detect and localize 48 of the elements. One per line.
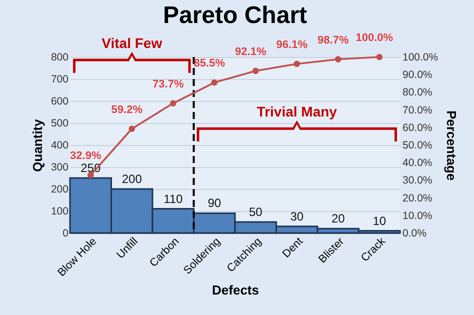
y2-tick-label: 60.0%: [402, 122, 432, 134]
annotation: Trivial Many: [256, 103, 338, 120]
data-label: 110: [164, 192, 184, 206]
point: [128, 126, 136, 132]
y2-tick-label: 80.0%: [402, 86, 432, 99]
x-axis-title: Defects: [212, 282, 259, 298]
y-tick-label: 500: [50, 118, 69, 130]
y-tick-label: 0: [62, 228, 69, 240]
y-tick-label: 600: [50, 96, 69, 108]
data-label: 20: [331, 212, 346, 226]
data-label: 50: [248, 205, 263, 219]
y-tick-label: 100: [50, 206, 69, 218]
data-label: 32.9%: [70, 150, 102, 162]
data-label: 59.2%: [111, 104, 143, 116]
y2-tick-label: 20.0%: [402, 192, 432, 204]
y2-tick-label: 10.0%: [402, 210, 432, 222]
y2-tick-label: 90.0%: [402, 69, 432, 82]
point: [170, 100, 176, 106]
y-tick-label: 300: [50, 162, 69, 174]
point: [376, 54, 383, 60]
y2-axis-title: Percentage: [444, 110, 460, 181]
data-label: 98.7%: [318, 34, 349, 46]
data-label: 10: [372, 214, 386, 228]
y2-tick-label: 40.0%: [402, 157, 432, 170]
data-label: 92.1%: [235, 46, 266, 58]
point: [211, 79, 218, 86]
chart-title: Pareto Chart: [162, 2, 308, 29]
text: Vital Few: [102, 35, 162, 51]
y-axis-title: Quantity: [30, 118, 45, 172]
point: [252, 68, 259, 74]
y-tick-label: 400: [50, 140, 69, 152]
y2-tick-label: 30.0%: [402, 174, 432, 187]
data-label: 73.7%: [152, 78, 184, 90]
data-label: 96.1%: [276, 38, 308, 51]
y2-tick-label: 50.0%: [402, 140, 432, 152]
data-label: 100.0%: [356, 32, 394, 44]
data-label: 85.5%: [194, 58, 226, 70]
data-label: 90: [208, 196, 222, 210]
y2-tick-label: 0.0%: [402, 228, 426, 240]
y2-tick-label: 100.0%: [402, 52, 438, 64]
data-label: 200: [122, 172, 142, 186]
point: [294, 60, 300, 68]
y2-tick-label: 70.0%: [402, 104, 432, 116]
data-label: 30: [290, 209, 304, 224]
y-tick-label: 800: [50, 52, 69, 64]
y-tick-label: 200: [50, 184, 69, 196]
point: [334, 56, 342, 62]
y-tick-label: 700: [50, 74, 69, 86]
